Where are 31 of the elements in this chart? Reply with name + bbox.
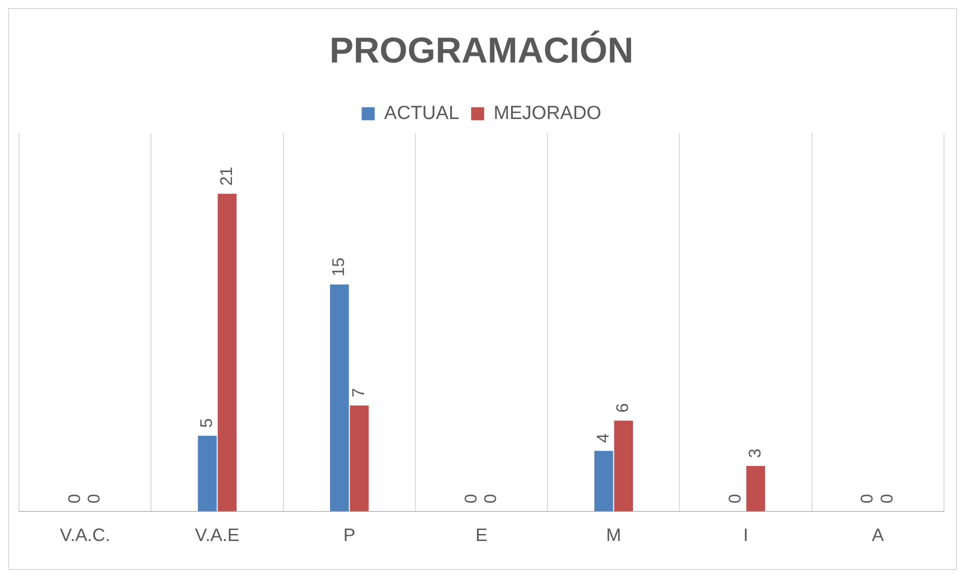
x-tick-label: P <box>343 525 356 546</box>
data-label: 0 <box>858 494 877 504</box>
bar <box>746 466 766 512</box>
bar <box>218 194 237 512</box>
data-label: 0 <box>481 494 500 504</box>
data-label: 0 <box>726 494 745 504</box>
bar <box>198 436 217 512</box>
x-tick-label: I <box>743 525 748 546</box>
bar <box>350 406 369 512</box>
data-label: 6 <box>613 403 632 413</box>
data-label: 0 <box>84 494 104 504</box>
data-label: 0 <box>878 494 897 504</box>
data-label: 0 <box>461 494 480 504</box>
data-label: 15 <box>329 258 348 276</box>
x-tick-label: V.A.E <box>195 525 240 546</box>
x-tick-label: V.A.C. <box>60 525 110 546</box>
data-label: 4 <box>593 433 612 443</box>
x-tick-label: E <box>475 525 488 546</box>
legend-label: ACTUAL <box>384 102 460 124</box>
bar <box>330 284 349 512</box>
chart-title: PROGRAMACIÓN <box>330 30 634 71</box>
x-tick-label: M <box>606 525 622 546</box>
data-label: 3 <box>745 448 764 458</box>
data-label: 5 <box>196 418 216 428</box>
data-label: 0 <box>64 494 84 504</box>
x-tick-label: A <box>872 525 884 546</box>
data-label: 7 <box>348 388 368 398</box>
bar <box>594 450 614 512</box>
bar <box>614 420 633 512</box>
data-label: 21 <box>216 166 236 186</box>
legend-label: MEJORADO <box>494 102 602 124</box>
